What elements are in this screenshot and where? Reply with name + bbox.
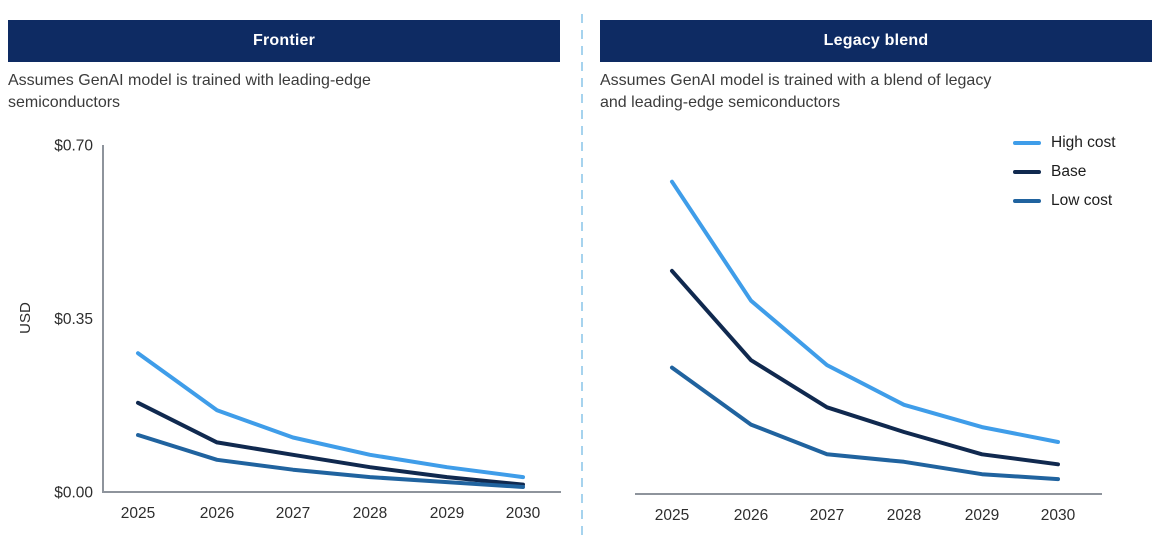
panel-title-frontier: Frontier (8, 20, 560, 62)
series-line-high-cost (670, 179, 1060, 444)
legend-item-low-cost: Low cost (1013, 186, 1116, 215)
legend-item-high-cost: High cost (1013, 128, 1116, 157)
y-tick-label: $0.35 (54, 311, 93, 328)
series-line-base (670, 268, 1060, 467)
legend-label: Low cost (1051, 191, 1113, 209)
x-tick-label: 2026 (200, 505, 234, 522)
panel-subtitle-legacy-blend: Assumes GenAI model is trained with a bl… (600, 70, 1160, 114)
x-tick-label: 2028 (887, 507, 921, 524)
x-tick-label: 2030 (506, 505, 541, 522)
x-tick-label: 2026 (734, 507, 768, 524)
x-tick-label: 2028 (353, 505, 387, 522)
panel-divider-dashed-line (581, 14, 583, 536)
x-tick-label: 2030 (1041, 507, 1076, 524)
x-tick-label: 2027 (276, 505, 310, 522)
subtitle-line: semiconductors (8, 94, 121, 111)
x-tick-label: 2029 (965, 507, 999, 524)
series-line-high-cost (136, 351, 525, 480)
y-tick-label: $0.70 (54, 138, 93, 155)
subtitle-line: and leading-edge semiconductors (600, 94, 841, 111)
chart-frontier: 2025 2026 2027 2028 2029 2030 $0.00 $0.35 $0.70 U… (17, 138, 561, 522)
high-cost-line-swatch-icon (1013, 140, 1041, 145)
x-tick-label: 2027 (810, 507, 844, 524)
subtitle-line: Assumes GenAI model is trained with lead… (8, 72, 371, 89)
series-line-low-cost (670, 365, 1060, 482)
legend-label: Base (1051, 162, 1087, 180)
x-tick-label: 2025 (655, 507, 689, 524)
y-tick-label: $0.00 (54, 485, 93, 502)
subtitle-line: Assumes GenAI model is trained with a bl… (600, 72, 992, 89)
legend: High cost Base Low cost (1013, 128, 1116, 215)
panel-subtitle-frontier: Assumes GenAI model is trained with lead… (8, 70, 568, 114)
y-axis-title: USD (17, 302, 34, 334)
panel-title-legacy-blend: Legacy blend (600, 20, 1152, 62)
base-line-swatch-icon (1013, 169, 1041, 174)
legend-item-base: Base (1013, 157, 1116, 186)
series-line-base (136, 400, 525, 487)
x-tick-label: 2025 (121, 505, 155, 522)
chart-legacy-blend: 2025 2026 2027 2028 2029 2030 (635, 179, 1102, 524)
legend-label: High cost (1051, 133, 1116, 151)
series-line-low-cost (136, 433, 525, 489)
x-tick-label: 2029 (430, 505, 464, 522)
low-cost-line-swatch-icon (1013, 198, 1041, 203)
